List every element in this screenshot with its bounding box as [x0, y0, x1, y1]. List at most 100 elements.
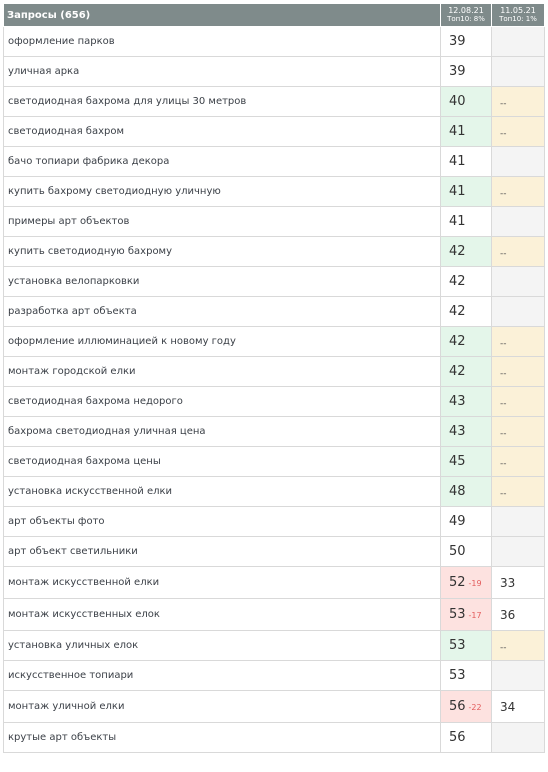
previous-position-cell [491, 146, 545, 177]
table-row: уличная арка 39 [3, 56, 545, 87]
position-cell: 45 [440, 446, 492, 477]
position-cell: 41 [440, 116, 492, 147]
previous-position-value: -- [500, 128, 507, 139]
query-cell[interactable]: светодиодная бахром [3, 116, 441, 147]
query-cell[interactable]: бачо топиари фабрика декора [3, 146, 441, 177]
query-cell[interactable]: бахрома светодиодная уличная цена [3, 416, 441, 447]
previous-position-cell: -- [491, 116, 545, 147]
table-row: монтаж искусственной елки 52 -19 33 [3, 566, 545, 599]
query-cell[interactable]: искусственное топиари [3, 660, 441, 691]
queries-column-header[interactable]: Запросы (656) [3, 3, 441, 27]
query-cell[interactable]: установка велопарковки [3, 266, 441, 297]
table-row: светодиодная бахрома недорого 43 -- [3, 386, 545, 417]
previous-position-cell: -- [491, 630, 545, 661]
table-row: оформление парков 39 [3, 26, 545, 57]
table-row: разработка арт объекта 42 [3, 296, 545, 327]
query-cell[interactable]: крутые арт объекты [3, 722, 441, 753]
date-label: 11.05.21 [500, 6, 536, 15]
query-cell[interactable]: купить светодиодную бахрому [3, 236, 441, 267]
position-value: 50 [449, 544, 466, 559]
query-cell[interactable]: примеры арт объектов [3, 206, 441, 237]
position-value: 53 [449, 668, 466, 683]
query-cell[interactable]: оформление иллюминацией к новому году [3, 326, 441, 357]
previous-position-value: -- [500, 368, 507, 379]
previous-position-cell: -- [491, 416, 545, 447]
position-cell: 42 [440, 296, 492, 327]
position-value: 42 [449, 304, 466, 319]
position-value: 45 [449, 454, 466, 469]
query-cell[interactable]: монтаж городской елки [3, 356, 441, 387]
position-value: 42 [449, 274, 466, 289]
table-row: бачо топиари фабрика декора 41 [3, 146, 545, 177]
top10-share-label: Топ10: 8% [447, 15, 485, 23]
table-row: светодиодная бахрома для улицы 30 метров… [3, 86, 545, 117]
position-value: 41 [449, 214, 466, 229]
position-change: -17 [468, 611, 482, 620]
date-column-header-previous[interactable]: 11.05.21 Топ10: 1% [491, 3, 545, 27]
table-row: оформление иллюминацией к новому году 42 -… [3, 326, 545, 357]
previous-position-cell: -- [491, 476, 545, 507]
position-cell: 53 [440, 660, 492, 691]
position-cell: 43 [440, 416, 492, 447]
table-row: светодиодная бахрома цены 45 -- [3, 446, 545, 477]
position-value: 41 [449, 154, 466, 169]
query-cell[interactable]: монтаж уличной елки [3, 690, 441, 723]
query-cell[interactable]: монтаж искусственной елки [3, 566, 441, 599]
query-cell[interactable]: арт объекты фото [3, 506, 441, 537]
query-cell[interactable]: оформление парков [3, 26, 441, 57]
query-cell[interactable]: светодиодная бахрома для улицы 30 метров [3, 86, 441, 117]
query-cell[interactable]: разработка арт объекта [3, 296, 441, 327]
table-row: монтаж уличной елки 56 -22 34 [3, 690, 545, 723]
position-cell: 56 -22 [440, 690, 492, 723]
query-cell[interactable]: уличная арка [3, 56, 441, 87]
previous-position-cell: -- [491, 386, 545, 417]
previous-position-value: -- [500, 398, 507, 409]
query-cell[interactable]: арт объект светильники [3, 536, 441, 567]
previous-position-value: -- [500, 188, 507, 199]
table-row: монтаж искусственных елок 53 -17 36 [3, 598, 545, 631]
previous-position-value: -- [500, 428, 507, 439]
positions-table: Запросы (656) 12.08.21 Топ10: 8% 11.05.2… [3, 3, 545, 753]
position-cell: 39 [440, 26, 492, 57]
query-cell[interactable]: светодиодная бахрома цены [3, 446, 441, 477]
previous-position-cell: -- [491, 86, 545, 117]
query-cell[interactable]: монтаж искусственных елок [3, 598, 441, 631]
previous-position-cell [491, 722, 545, 753]
table-row: крутые арт объекты 56 [3, 722, 545, 753]
previous-position-cell: 36 [491, 598, 545, 631]
position-cell: 52 -19 [440, 566, 492, 599]
previous-position-value: -- [500, 488, 507, 499]
position-value: 43 [449, 394, 466, 409]
query-cell[interactable]: установка уличных елок [3, 630, 441, 661]
table-header-row: Запросы (656) 12.08.21 Топ10: 8% 11.05.2… [3, 3, 545, 27]
previous-position-cell: 34 [491, 690, 545, 723]
position-cell: 49 [440, 506, 492, 537]
position-cell: 39 [440, 56, 492, 87]
position-change: -19 [468, 579, 482, 588]
position-value: 39 [449, 64, 466, 79]
query-cell[interactable]: светодиодная бахрома недорого [3, 386, 441, 417]
table-row: установка уличных елок 53 -- [3, 630, 545, 661]
query-cell[interactable]: установка искусственной елки [3, 476, 441, 507]
position-value: 48 [449, 484, 466, 499]
position-value: 42 [449, 334, 466, 349]
previous-position-value: -- [500, 338, 507, 349]
position-value: 39 [449, 34, 466, 49]
table-row: установка велопарковки 42 [3, 266, 545, 297]
previous-position-cell [491, 206, 545, 237]
previous-position-value: 36 [500, 607, 516, 622]
previous-position-value: -- [500, 248, 507, 259]
previous-position-value: 34 [500, 699, 516, 714]
query-cell[interactable]: купить бахрому светодиодную уличную [3, 176, 441, 207]
table-row: установка искусственной елки 48 -- [3, 476, 545, 507]
position-cell: 56 [440, 722, 492, 753]
date-column-header-current[interactable]: 12.08.21 Топ10: 8% [440, 3, 492, 27]
previous-position-cell: -- [491, 326, 545, 357]
table-row: светодиодная бахром 41 -- [3, 116, 545, 147]
position-cell: 42 [440, 236, 492, 267]
previous-position-value: -- [500, 458, 507, 469]
previous-position-value: -- [500, 642, 507, 653]
position-cell: 50 [440, 536, 492, 567]
top10-share-label: Топ10: 1% [499, 15, 537, 23]
table-row: арт объект светильники 50 [3, 536, 545, 567]
